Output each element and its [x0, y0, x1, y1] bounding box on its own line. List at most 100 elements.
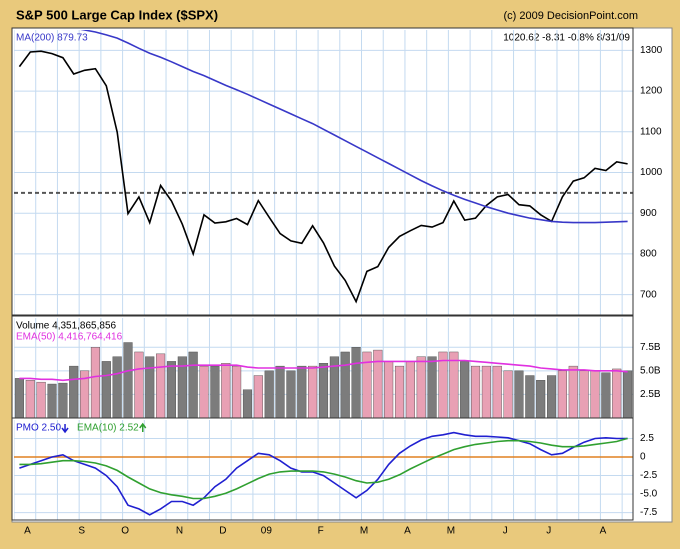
- y-tick-label: 800: [640, 249, 657, 260]
- volume-bar: [481, 365, 491, 418]
- volume-bar: [351, 347, 361, 418]
- volume-bar: [80, 370, 90, 418]
- volume-bar: [318, 363, 329, 418]
- volume-bar: [210, 365, 220, 418]
- volume-bar: [427, 356, 437, 418]
- quote: 1020.62 -8.31 -0.8% 8/31/09: [503, 33, 630, 44]
- y-tick-label: 2.5B: [640, 389, 661, 400]
- volume-bar: [536, 380, 546, 418]
- volume-bar: [253, 375, 263, 418]
- legend-arrow: [61, 424, 69, 434]
- volume-bar: [405, 361, 415, 418]
- legend-entry: Volume 4,351,865,856: [16, 321, 117, 332]
- series-line: [19, 431, 628, 516]
- volume-bar: [242, 389, 253, 418]
- volume-bar: [188, 351, 198, 418]
- y-tick-label: 1200: [640, 86, 663, 97]
- volume-bar: [221, 363, 231, 418]
- y-tick-label: 1000: [640, 167, 663, 178]
- volume-bar: [384, 361, 394, 418]
- panel: [14, 420, 633, 520]
- x-tick-label: M: [360, 526, 368, 537]
- y-tick-label: 5.0B: [640, 365, 661, 376]
- credit: (c) 2009 DecisionPoint.com: [503, 10, 638, 22]
- volume-bar: [329, 356, 339, 418]
- y-tick-label: 700: [640, 289, 657, 300]
- volume-bar: [264, 370, 274, 418]
- volume-bar: [25, 380, 35, 418]
- volume-bar: [232, 365, 242, 418]
- volume-bar: [612, 368, 622, 418]
- x-tick-label: O: [121, 526, 129, 537]
- volume-bar: [470, 365, 481, 418]
- volume-bar: [90, 347, 100, 418]
- volume-bar: [492, 365, 502, 418]
- volume-bar: [514, 370, 524, 418]
- volume-bar: [14, 378, 24, 418]
- volume-bar: [36, 381, 46, 418]
- volume-bar: [112, 356, 122, 418]
- legend-entry: EMA(10) 2.52: [77, 423, 139, 434]
- volume-bar: [123, 342, 133, 418]
- series-line: [80, 30, 628, 224]
- y-tick-label: -2.5: [640, 470, 658, 481]
- volume-bar: [394, 365, 405, 418]
- panel: [14, 30, 633, 315]
- y-tick-label: 900: [640, 208, 657, 219]
- x-tick-label: A: [600, 526, 607, 537]
- y-tick-label: 7.5B: [640, 342, 661, 353]
- x-tick-label: F: [318, 526, 324, 537]
- x-tick-label: S: [78, 526, 85, 537]
- volume-bar: [297, 365, 307, 418]
- x-tick-label: M: [447, 526, 455, 537]
- volume-bar: [601, 372, 611, 418]
- volume-bar: [340, 351, 350, 418]
- volume-bar: [416, 356, 426, 418]
- y-tick-label: -5.0: [640, 489, 658, 500]
- volume-bar: [134, 351, 144, 418]
- panel: [14, 318, 633, 418]
- legend-entry: EMA(50) 4,416,764,416: [16, 332, 123, 343]
- x-tick-label: A: [404, 526, 411, 537]
- volume-bar: [308, 365, 318, 418]
- panel-border: [11, 27, 634, 316]
- volume-bar: [503, 370, 513, 418]
- x-tick-label: A: [24, 526, 31, 537]
- volume-bar: [568, 365, 578, 418]
- volume-bar: [623, 370, 633, 418]
- volume-bar: [275, 365, 285, 418]
- x-tick-label: J: [503, 526, 508, 537]
- volume-bar: [557, 370, 567, 418]
- volume-bar: [286, 370, 296, 418]
- series-line: [19, 437, 628, 500]
- x-tick-label: N: [176, 526, 183, 537]
- volume-bar: [590, 370, 600, 418]
- volume-bar: [156, 353, 166, 418]
- x-tick-label: 09: [261, 526, 273, 537]
- series-line: [19, 359, 628, 382]
- legend-entry: MA(200) 879.73: [16, 33, 88, 44]
- volume-bar: [177, 356, 187, 418]
- chart-title: S&P 500 Large Cap Index ($SPX): [16, 7, 218, 22]
- y-tick-label: -7.5: [640, 507, 658, 518]
- volume-bar: [449, 351, 459, 418]
- y-tick-label: 2.5: [640, 433, 654, 444]
- volume-bar: [199, 365, 209, 418]
- volume-bar: [58, 382, 68, 418]
- volume-bar: [101, 361, 111, 418]
- volume-bar: [460, 361, 470, 418]
- volume-bar: [579, 370, 589, 418]
- x-tick-label: D: [219, 526, 226, 537]
- volume-bar: [69, 365, 79, 418]
- legend-entry: PMO 2.50: [16, 423, 61, 434]
- volume-bar: [145, 356, 155, 418]
- y-tick-label: 0: [640, 452, 646, 463]
- volume-bar: [47, 383, 57, 418]
- volume-bar: [373, 349, 383, 418]
- legend-arrow: [139, 422, 147, 432]
- volume-bar: [166, 361, 177, 418]
- y-tick-label: 1100: [640, 126, 662, 137]
- y-tick-label: 1300: [640, 45, 663, 56]
- volume-bar: [547, 375, 557, 418]
